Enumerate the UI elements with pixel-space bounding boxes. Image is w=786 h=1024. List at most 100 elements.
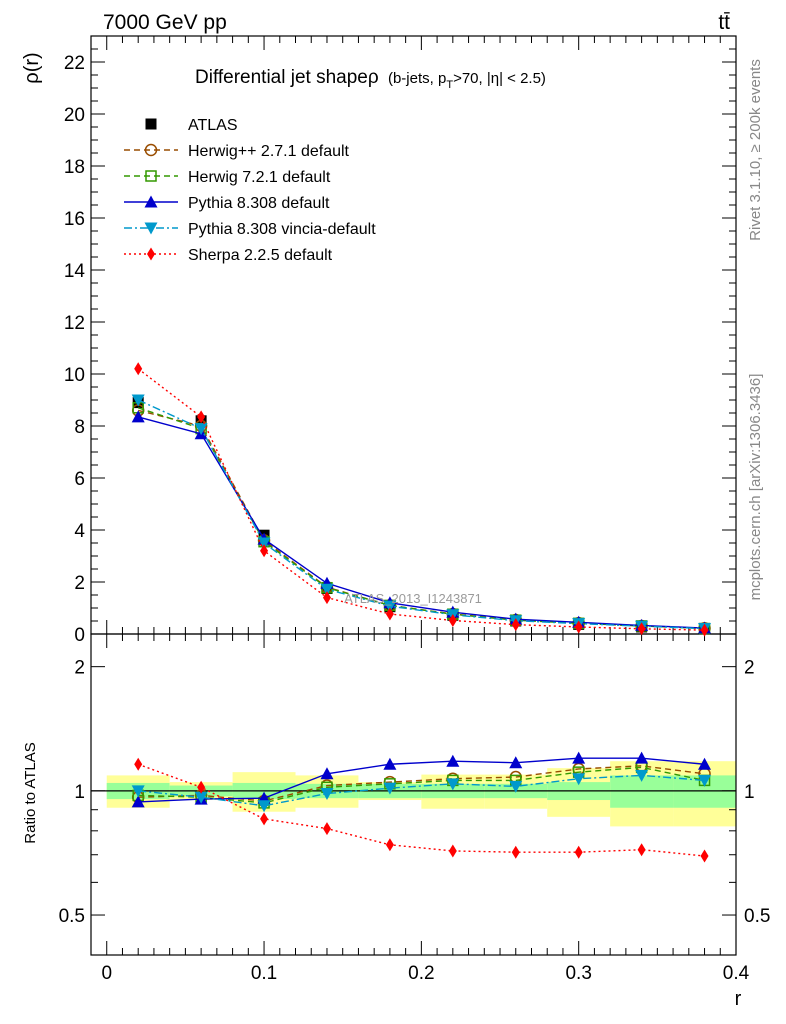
chart-title-suffix: (b-jets, p [388, 70, 446, 87]
main-point-pythia-8-308-vincia-default [131, 394, 145, 407]
main-point-sherpa-2-2-5-default [700, 623, 709, 637]
main-y-tick-label: 22 [64, 53, 85, 74]
main-y-tick-label: 18 [64, 157, 85, 178]
legend-label: Sherpa 2.2.5 default [188, 247, 333, 264]
side-label-mcplots: mcplots.cern.ch [arXiv:1306.3436] [747, 374, 764, 601]
ratio-y-tick-label-left: 0.5 [59, 906, 85, 927]
ratio-line-pythia-8-308-default [138, 757, 705, 803]
main-y-tick-label: 6 [74, 469, 85, 490]
legend-marker [145, 118, 157, 130]
main-point-pythia-8-308-vincia-default [194, 423, 208, 436]
legend-marker [144, 195, 158, 208]
main-point-sherpa-2-2-5-default [260, 544, 269, 558]
ratio-y-tick-label-right: 2 [744, 658, 755, 679]
ratio-point-pythia-8-308-default [698, 757, 712, 770]
main-point-sherpa-2-2-5-default [134, 362, 143, 376]
main-y-tick-label: 10 [64, 365, 85, 386]
x-tick-label: 0.3 [565, 963, 591, 984]
chart-title-sub: T [446, 79, 453, 91]
chart-title-main: Differential jet shapeρ [195, 67, 379, 88]
main-y-tick-label: 0 [74, 625, 85, 646]
main-y-tick-label: 16 [64, 209, 85, 230]
side-label-rivet: Rivet 3.1.10, ≥ 200k events [747, 59, 764, 241]
ratio-series-sherpa-2-2-5-default [134, 757, 709, 863]
ratio-point-sherpa-2-2-5-default [322, 822, 331, 836]
ratio-line-herwig-7-2-1-default [138, 766, 705, 804]
main-line-sherpa-2-2-5-default [137, 368, 705, 631]
main-point-pythia-8-308-vincia-default [383, 600, 397, 613]
ratio-point-pythia-8-308-default [383, 757, 397, 770]
main-point-sherpa-2-2-5-default [574, 620, 583, 634]
ratio-y-tick-label-left: 1 [74, 782, 85, 803]
main-point-sherpa-2-2-5-default [385, 607, 394, 621]
legend-label: Pythia 8.308 vincia-default [188, 221, 376, 238]
ratio-point-pythia-8-308-default [572, 751, 586, 764]
ratio-point-sherpa-2-2-5-default [385, 838, 394, 852]
x-axis-label: r [735, 988, 742, 1010]
main-point-pythia-8-308-vincia-default [257, 537, 271, 550]
ratio-point-pythia-8-308-default [446, 754, 460, 767]
chart-title-tail: >70, |η| < 2.5) [453, 70, 546, 87]
legend-item: Sherpa 2.2.5 default [124, 247, 333, 264]
header-left-title: 7000 GeV pp [103, 11, 227, 34]
x-tick-label: 0 [101, 963, 112, 984]
series-layer [131, 362, 712, 863]
legend: ATLAS Herwig++ 2.7.1 default Herwig 7.2.1 … [124, 117, 376, 264]
legend-item: Pythia 8.308 default [124, 195, 330, 212]
legend-label: Herwig 7.2.1 default [188, 169, 331, 186]
ratio-point-sherpa-2-2-5-default [448, 844, 457, 858]
ratio-point-pythia-8-308-vincia-default [320, 788, 334, 801]
main-line-pythia-8-308-vincia-default [137, 399, 705, 630]
ratio-y-tick-label-right: 1 [744, 782, 755, 803]
main-point-sherpa-2-2-5-default [448, 613, 457, 627]
ratio-point-sherpa-2-2-5-default [511, 845, 520, 859]
legend-item: ATLAS [145, 117, 238, 134]
ratio-point-sherpa-2-2-5-default [197, 780, 206, 794]
ratio-series-pythia-8-308-default [131, 751, 712, 808]
legend-marker [145, 170, 157, 182]
main-point-sherpa-2-2-5-default [637, 622, 646, 636]
ratio-y-tick-label-left: 2 [74, 658, 85, 679]
legend-item: Pythia 8.308 vincia-default [124, 221, 376, 238]
ratio-point-pythia-8-308-vincia-default [257, 800, 271, 813]
ratio-ylabel: Ratio to ATLAS [22, 742, 39, 843]
ratio-plot-frame [90, 633, 737, 956]
legend-marker [144, 222, 158, 235]
ratio-point-pythia-8-308-vincia-default [131, 785, 145, 798]
main-ylabel: ρ(r) [21, 52, 43, 83]
x-tick-label: 0.4 [723, 963, 750, 984]
main-y-tick-label: 12 [64, 313, 85, 334]
ratio-point-pythia-8-308-vincia-default [194, 791, 208, 804]
main-y-tick-label: 14 [64, 261, 86, 282]
ratio-point-pythia-8-308-vincia-default [446, 778, 460, 791]
legend-label: Pythia 8.308 default [188, 195, 330, 212]
ratio-point-pythia-8-308-default [635, 751, 649, 764]
ratio-point-sherpa-2-2-5-default [260, 812, 269, 826]
ratio-point-pythia-8-308-default [509, 756, 523, 769]
main-y-tick-label: 20 [64, 105, 85, 126]
ratio-point-sherpa-2-2-5-default [637, 843, 646, 857]
ratio-series-pythia-8-308-vincia-default [131, 769, 712, 813]
ratio-point-sherpa-2-2-5-default [700, 849, 709, 863]
legend-item: Herwig 7.2.1 default [124, 169, 331, 186]
legend-label: Herwig++ 2.7.1 default [188, 143, 350, 160]
watermark: ATLAS_2013_I1243871 [344, 591, 482, 606]
legend-item: Herwig++ 2.7.1 default [124, 143, 350, 160]
ratio-point-pythia-8-308-vincia-default [635, 769, 649, 782]
x-tick-label: 0.2 [408, 963, 434, 984]
main-point-pythia-8-308-default [131, 410, 145, 423]
ratio-point-sherpa-2-2-5-default [574, 845, 583, 859]
main-series-pythia-8-308-vincia-default [131, 394, 712, 636]
ratio-point-pythia-8-308-vincia-default [383, 782, 397, 795]
chart-title: Differential jet shapeρ (b-jets, pT>70, … [195, 67, 546, 91]
x-tick-label: 0.1 [251, 963, 277, 984]
ratio-point-pythia-8-308-default [131, 795, 145, 808]
main-point-pythia-8-308-vincia-default [320, 583, 334, 596]
main-point-sherpa-2-2-5-default [197, 410, 206, 424]
ratio-line-sherpa-2-2-5-default [137, 763, 705, 857]
ratio-point-pythia-8-308-default [320, 767, 334, 780]
ratio-point-sherpa-2-2-5-default [134, 757, 143, 771]
ratio-point-pythia-8-308-vincia-default [509, 780, 523, 793]
